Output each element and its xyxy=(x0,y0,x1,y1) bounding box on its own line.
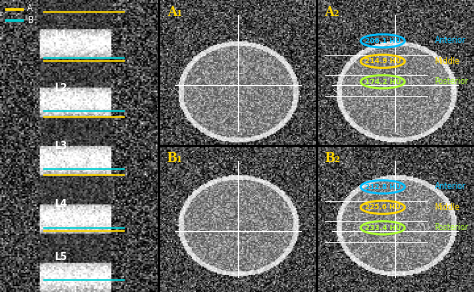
Text: B: B xyxy=(27,16,33,25)
Text: Posterior: Posterior xyxy=(435,77,469,86)
Text: Posterior: Posterior xyxy=(435,223,469,232)
Text: L5: L5 xyxy=(54,252,67,262)
Text: A₂: A₂ xyxy=(325,6,340,19)
Text: Middle: Middle xyxy=(435,57,460,66)
Text: 225.6 HU: 225.6 HU xyxy=(365,204,401,210)
Text: A: A xyxy=(27,4,33,13)
Text: 174.2 HU: 174.2 HU xyxy=(365,79,401,85)
Text: 212.8 HU: 212.8 HU xyxy=(365,184,401,190)
Text: 233.4 HU: 233.4 HU xyxy=(365,225,401,231)
Text: A₁: A₁ xyxy=(167,6,182,19)
Text: 214.9 HU: 214.9 HU xyxy=(365,58,401,64)
Text: Middle: Middle xyxy=(435,203,460,212)
Text: B₂: B₂ xyxy=(325,152,341,165)
Text: B₁: B₁ xyxy=(167,152,183,165)
Text: L3: L3 xyxy=(54,141,67,151)
Text: Anterior: Anterior xyxy=(435,36,466,45)
Text: L1: L1 xyxy=(54,30,67,40)
Text: Anterior: Anterior xyxy=(435,182,466,191)
Text: 206.1 HU: 206.1 HU xyxy=(365,38,401,44)
Text: L4: L4 xyxy=(54,199,67,209)
Text: L2: L2 xyxy=(54,83,67,93)
